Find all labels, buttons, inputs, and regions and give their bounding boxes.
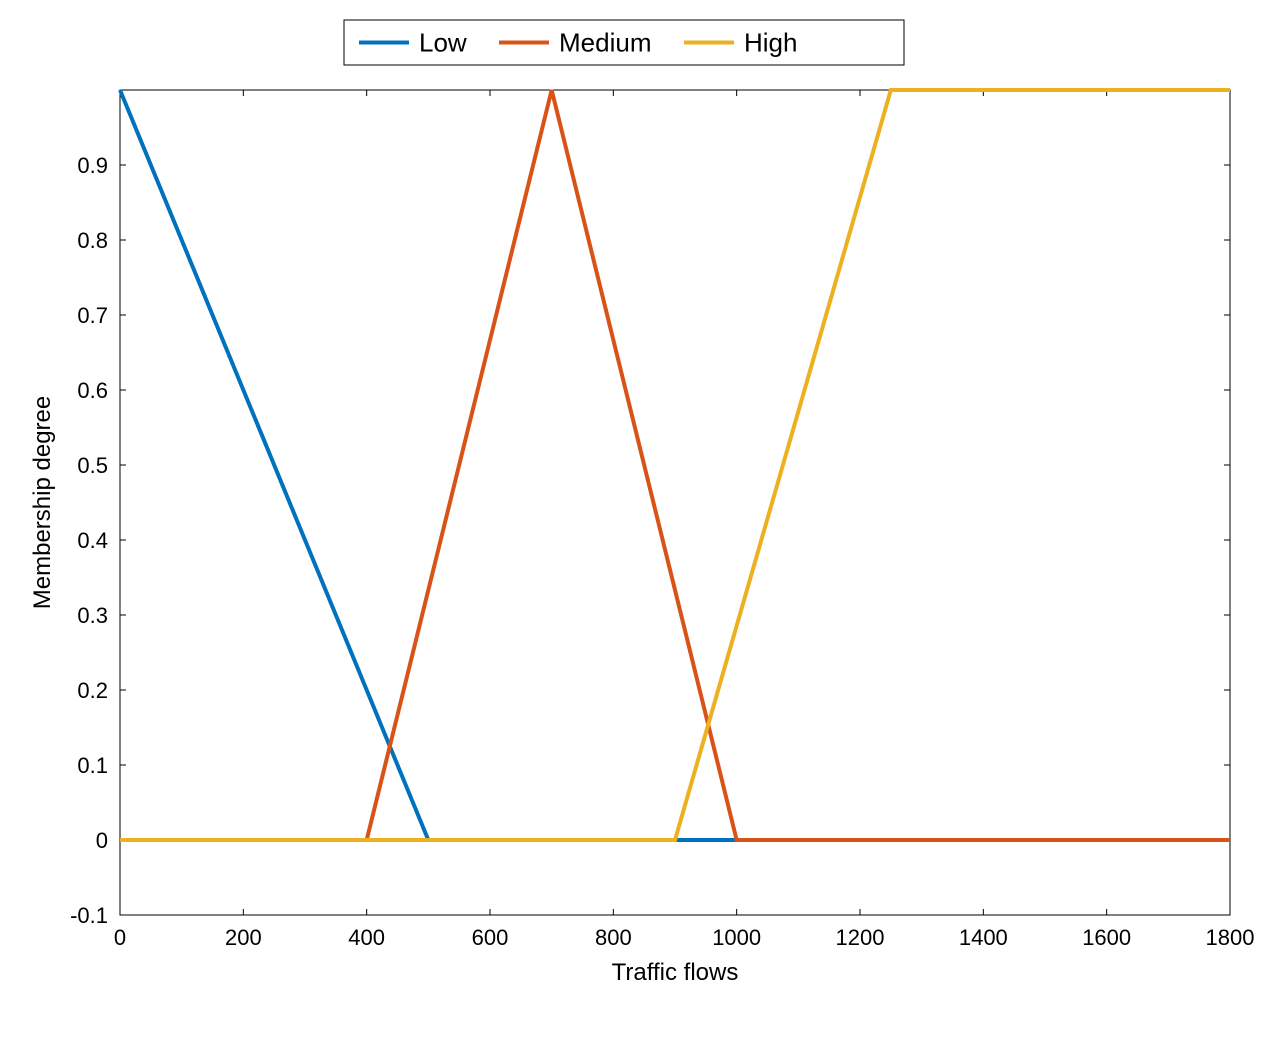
y-axis-label: Membership degree — [29, 396, 56, 609]
y-tick-label: 0.2 — [77, 678, 108, 703]
series-low — [120, 90, 1230, 840]
series-high — [120, 90, 1230, 840]
x-tick-label: 1000 — [712, 925, 761, 950]
plot-frame — [120, 90, 1230, 915]
y-tick-label: 0.3 — [77, 603, 108, 628]
membership-chart: 020040060080010001200140016001800-0.100.… — [0, 0, 1280, 1037]
series-medium — [120, 90, 1230, 840]
legend-label-low: Low — [419, 28, 467, 58]
y-tick-label: 0.1 — [77, 753, 108, 778]
x-tick-label: 1400 — [959, 925, 1008, 950]
x-tick-label: 400 — [348, 925, 385, 950]
y-tick-label: 0.7 — [77, 303, 108, 328]
x-tick-label: 200 — [225, 925, 262, 950]
legend-label-high: High — [744, 28, 797, 58]
legend-label-medium: Medium — [559, 28, 651, 58]
y-tick-label: 0.4 — [77, 528, 108, 553]
y-tick-label: 0.6 — [77, 378, 108, 403]
x-tick-label: 600 — [472, 925, 509, 950]
x-tick-label: 1200 — [836, 925, 885, 950]
x-axis-label: Traffic flows — [612, 959, 739, 986]
x-tick-label: 800 — [595, 925, 632, 950]
y-tick-label: 0.9 — [77, 153, 108, 178]
y-tick-label: -0.1 — [70, 903, 108, 928]
y-tick-label: 0.8 — [77, 228, 108, 253]
x-tick-label: 1800 — [1206, 925, 1255, 950]
y-tick-label: 0 — [96, 828, 108, 853]
y-tick-label: 0.5 — [77, 453, 108, 478]
x-tick-label: 1600 — [1082, 925, 1131, 950]
x-tick-label: 0 — [114, 925, 126, 950]
